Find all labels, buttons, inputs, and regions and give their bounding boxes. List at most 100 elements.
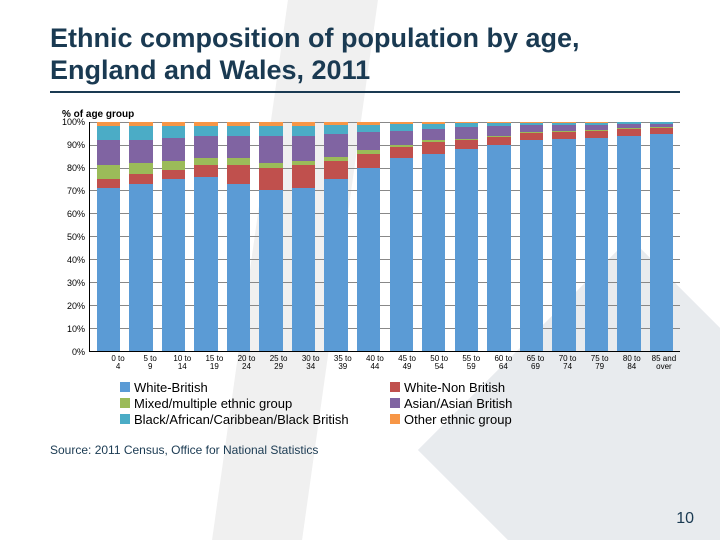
bar xyxy=(585,122,608,351)
x-tick-label: 75 to79 xyxy=(584,355,616,372)
bar xyxy=(552,122,575,351)
x-tick-label: 40 to44 xyxy=(359,355,391,372)
bar xyxy=(194,122,217,351)
bar-slot xyxy=(92,122,125,351)
legend-item: Mixed/multiple ethnic group xyxy=(120,396,390,411)
bar xyxy=(520,122,543,351)
bar-segment xyxy=(292,188,315,351)
page-title: Ethnic composition of population by age,… xyxy=(50,22,680,93)
bar-segment xyxy=(97,188,120,351)
bar xyxy=(422,122,445,351)
x-axis: 0 to45 to910 to1415 to1920 to2425 to2930… xyxy=(102,355,680,372)
bar-segment xyxy=(455,140,478,149)
legend-item: White-Non British xyxy=(390,380,680,395)
legend-swatch xyxy=(120,398,130,408)
x-tick-label: 70 to74 xyxy=(552,355,584,372)
bar-segment xyxy=(194,177,217,351)
bar xyxy=(259,122,282,351)
bar-segment xyxy=(97,140,120,165)
bar xyxy=(390,122,413,351)
bar-segment xyxy=(390,124,413,131)
legend-label: White-Non British xyxy=(404,380,505,395)
bar-slot xyxy=(385,122,418,351)
bar-segment xyxy=(162,126,185,137)
bar-segment xyxy=(455,127,478,138)
bar-segment xyxy=(129,174,152,183)
legend-label: Asian/Asian British xyxy=(404,396,512,411)
legend-item: Asian/Asian British xyxy=(390,396,680,411)
x-tick-label: 60 to64 xyxy=(487,355,519,372)
x-tick-label: 50 to54 xyxy=(423,355,455,372)
bar-segment xyxy=(422,129,445,140)
bar-slot xyxy=(157,122,190,351)
bar-slot xyxy=(190,122,223,351)
chart: 100%90%80%70%60%50%40%30%20%10%0% xyxy=(62,122,680,352)
x-tick-label: 30 to34 xyxy=(295,355,327,372)
x-tick-label: 35 to39 xyxy=(327,355,359,372)
bar-segment xyxy=(422,154,445,351)
bar-slot xyxy=(352,122,385,351)
bar-segment xyxy=(390,131,413,145)
bar-segment xyxy=(227,165,250,183)
legend-swatch xyxy=(120,414,130,424)
bar-segment xyxy=(324,161,347,179)
bar-segment xyxy=(129,140,152,163)
x-tick-label: 55 to59 xyxy=(455,355,487,372)
bar-slot xyxy=(645,122,678,351)
legend-swatch xyxy=(390,398,400,408)
bar-segment xyxy=(617,136,640,351)
slide: Ethnic composition of population by age,… xyxy=(0,0,720,540)
bar-segment xyxy=(129,163,152,174)
bar-slot xyxy=(125,122,158,351)
bar-segment xyxy=(357,168,380,351)
legend-swatch xyxy=(390,382,400,392)
bar-segment xyxy=(455,149,478,351)
legend-item: White-British xyxy=(120,380,390,395)
bar-segment xyxy=(162,179,185,351)
bar-segment xyxy=(520,140,543,351)
bar-segment xyxy=(227,158,250,165)
bar-segment xyxy=(487,137,510,145)
bar xyxy=(292,122,315,351)
bar-slot xyxy=(320,122,353,351)
bar-slot xyxy=(515,122,548,351)
x-tick-label: 0 to4 xyxy=(102,355,134,372)
bar-segment xyxy=(324,125,347,134)
bar-segment xyxy=(422,142,445,153)
source-text: Source: 2011 Census, Office for National… xyxy=(50,443,680,457)
page-number: 10 xyxy=(676,510,694,528)
bar-slot xyxy=(548,122,581,351)
bar-segment xyxy=(357,154,380,168)
x-tick-label: 10 to14 xyxy=(166,355,198,372)
bar xyxy=(97,122,120,351)
bar-segment xyxy=(650,128,673,135)
bar-segment xyxy=(97,165,120,179)
bar xyxy=(227,122,250,351)
x-tick-label: 65 to69 xyxy=(519,355,551,372)
bar-segment xyxy=(259,190,282,350)
bar-segment xyxy=(552,132,575,139)
bar-segment xyxy=(617,129,640,136)
x-tick-label: 5 to9 xyxy=(134,355,166,372)
bar-segment xyxy=(227,136,250,159)
bar-segment xyxy=(390,158,413,350)
bar-segment xyxy=(650,134,673,350)
plot-area xyxy=(89,122,680,352)
bar-segment xyxy=(129,126,152,140)
bar-segment xyxy=(194,165,217,176)
bar-segment xyxy=(129,184,152,351)
bar-segment xyxy=(259,126,282,135)
bar-segment xyxy=(357,125,380,132)
bar-segment xyxy=(520,133,543,140)
bar xyxy=(129,122,152,351)
bar xyxy=(455,122,478,351)
bar-slot xyxy=(255,122,288,351)
bar-slot xyxy=(222,122,255,351)
bar-segment xyxy=(390,147,413,158)
bar-slot xyxy=(450,122,483,351)
bar-slot xyxy=(418,122,451,351)
bar-segment xyxy=(324,134,347,157)
bar-segment xyxy=(585,138,608,351)
bar-segment xyxy=(162,138,185,161)
x-tick-label: 15 to19 xyxy=(198,355,230,372)
